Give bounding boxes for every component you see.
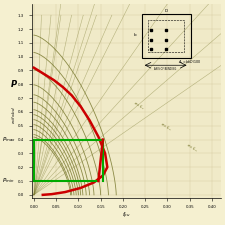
Text: $P_{min}$: $P_{min}$ bbox=[2, 177, 14, 185]
Text: $P_{max}$: $P_{max}$ bbox=[2, 135, 16, 144]
Text: P: P bbox=[11, 80, 17, 89]
Text: $e=f_{y2}$: $e=f_{y2}$ bbox=[159, 120, 173, 133]
X-axis label: $f_{pu}$: $f_{pu}$ bbox=[122, 211, 130, 221]
Text: D: D bbox=[165, 9, 168, 13]
Text: $A_s = bbD/100$: $A_s = bbD/100$ bbox=[178, 58, 201, 66]
Text: $e_u/f_{cu}bd$: $e_u/f_{cu}bd$ bbox=[11, 106, 18, 124]
Text: $e=f_{y3}$: $e=f_{y3}$ bbox=[185, 141, 199, 153]
Bar bbox=[148, 20, 184, 52]
Text: b: b bbox=[133, 33, 136, 37]
Text: AXIS OF BENDING: AXIS OF BENDING bbox=[154, 67, 176, 71]
Text: $e=f_{y1}$: $e=f_{y1}$ bbox=[132, 99, 146, 112]
Bar bbox=[142, 14, 191, 58]
